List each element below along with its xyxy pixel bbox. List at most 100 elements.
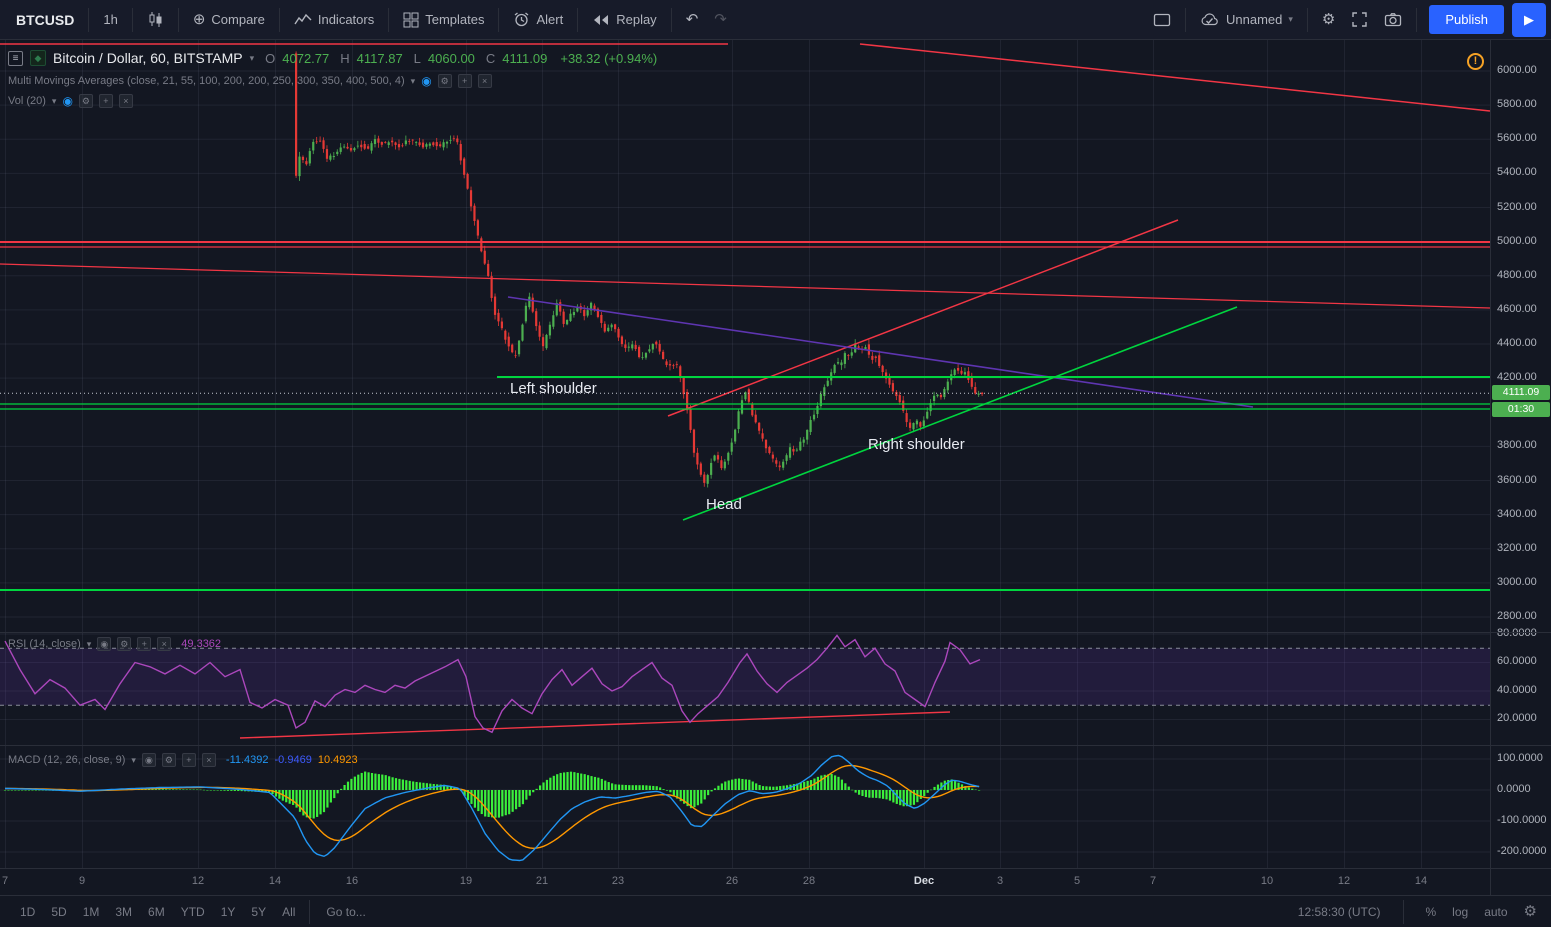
indicators-label: Indicators <box>317 12 375 27</box>
divider <box>1185 7 1186 32</box>
price-tick-label: 2800.00 <box>1497 610 1537 622</box>
visibility-icon[interactable]: ◉ <box>141 753 156 767</box>
remove-icon[interactable]: × <box>477 74 492 88</box>
time-tick-label: Dec <box>913 875 935 887</box>
time-tick-label: 5 <box>1073 875 1081 887</box>
save-layout-button[interactable]: Unnamed ▾ <box>1192 0 1301 39</box>
range-1m[interactable]: 1M <box>82 904 100 919</box>
replay-icon <box>594 14 609 25</box>
chart-menu-icon[interactable]: ≡ <box>8 50 23 66</box>
settings-icon[interactable]: ⚙ <box>161 753 176 767</box>
settings-icon[interactable]: ⚙ <box>117 637 132 651</box>
symbol-title[interactable]: Bitcoin / Dollar, 60, BITSTAMP <box>53 50 243 66</box>
replay-label: Replay <box>616 12 657 27</box>
add-icon[interactable]: + <box>98 94 113 108</box>
drawing-trendline-upper-right <box>859 43 1490 112</box>
annotation-head[interactable]: Head <box>706 496 742 513</box>
visibility-on-icon[interactable]: ◉ <box>62 94 73 108</box>
visibility-on-icon[interactable]: ◉ <box>421 74 432 88</box>
goto-button[interactable]: Go to... <box>326 904 366 919</box>
ma-legend-text[interactable]: Multi Movings Averages (close, 21, 55, 1… <box>8 75 405 87</box>
indicators-icon <box>294 13 312 24</box>
pane-divider[interactable] <box>0 632 1551 633</box>
add-icon[interactable]: + <box>457 74 472 88</box>
percent-scale-button[interactable]: % <box>1425 904 1437 919</box>
price-axis[interactable]: 4111.09 01:30 6000.00 5800.00 5600.00 5400.… <box>1490 40 1551 895</box>
remove-icon[interactable]: × <box>118 94 133 108</box>
indicators-button[interactable]: Indicators <box>286 0 382 39</box>
layout-icon <box>1153 13 1171 26</box>
rsi-legend-text[interactable]: RSI (14, close) <box>8 638 81 650</box>
add-icon[interactable]: + <box>137 637 152 651</box>
rsi-tick-label: 20.0000 <box>1497 712 1537 725</box>
compare-button[interactable]: ⊕ Compare <box>185 0 273 39</box>
add-icon[interactable]: + <box>181 753 196 767</box>
range-ytd[interactable]: YTD <box>180 904 205 919</box>
remove-icon[interactable]: × <box>201 753 216 767</box>
redo-button[interactable]: ↷ <box>714 11 727 28</box>
fullscreen-button[interactable] <box>1343 0 1376 39</box>
drawing-trendline-descending-red <box>0 263 1490 309</box>
range-1y[interactable]: 1Y <box>220 904 236 919</box>
settings-icon[interactable]: ⚙ <box>78 94 93 108</box>
range-5y[interactable]: 5Y <box>251 904 267 919</box>
pane-divider <box>0 868 1551 869</box>
chevron-down-icon[interactable]: ▾ <box>249 52 255 63</box>
camera-icon <box>1385 13 1402 27</box>
annotation-left-shoulder[interactable]: Left shoulder <box>510 380 597 397</box>
chart-region: 4111.09 01:30 6000.00 5800.00 5600.00 5400.… <box>0 40 1551 895</box>
undo-button[interactable]: ↶ <box>685 11 699 28</box>
symbol-button[interactable]: BTCUSD <box>16 11 75 28</box>
range-1d[interactable]: 1D <box>20 904 36 919</box>
snapshot-button[interactable] <box>1376 0 1410 39</box>
price-tick-label: 5600.00 <box>1497 132 1537 145</box>
alert-label: Alert <box>536 12 564 27</box>
settings-icon[interactable]: ⚙ <box>437 74 452 88</box>
chevron-down-icon: ▾ <box>86 638 92 649</box>
price-tick-label: 5400.00 <box>1497 166 1537 179</box>
range-6m[interactable]: 6M <box>148 904 165 919</box>
layout-button[interactable] <box>1145 0 1179 39</box>
time-axis[interactable]: 7 9 12 14 16 19 21 23 26 28 Dec 3 5 7 10 12 14 <box>0 868 1490 895</box>
macd-signal-value: 10.4923 <box>317 754 358 766</box>
settings-button[interactable]: ⚙ <box>1321 11 1336 28</box>
compare-icon: ⊕ <box>192 11 206 28</box>
price-tick-label: 3800.00 <box>1497 439 1537 452</box>
auto-scale-button[interactable]: auto <box>1484 904 1508 919</box>
last-price-badge: 4111.09 <box>1492 385 1550 401</box>
annotation-right-shoulder[interactable]: Right shoulder <box>868 436 965 453</box>
play-button[interactable]: ▶ <box>1512 2 1546 37</box>
templates-button[interactable]: Templates <box>395 0 492 39</box>
interval-button[interactable]: 1h <box>103 12 118 27</box>
remove-icon[interactable]: × <box>157 637 172 651</box>
range-all[interactable]: All <box>282 904 296 919</box>
axis-settings-icon[interactable]: ⚙ <box>1523 903 1537 920</box>
macd-legend-text[interactable]: MACD (12, 26, close, 9) <box>8 754 126 766</box>
low-label: L <box>413 50 421 66</box>
warning-icon[interactable]: ! <box>1467 53 1484 70</box>
time-tick-label: 12 <box>1337 875 1351 887</box>
range-5d[interactable]: 5D <box>51 904 67 919</box>
visibility-icon[interactable]: ◉ <box>97 637 112 651</box>
price-tick-label: 3400.00 <box>1497 507 1537 520</box>
chart-style-button[interactable] <box>139 0 172 39</box>
range-3m[interactable]: 3M <box>115 904 133 919</box>
time-tick-label: 3 <box>996 875 1004 887</box>
volume-legend-text[interactable]: Vol (20) <box>8 95 46 107</box>
macd-tick-label: -200.0000 <box>1497 845 1547 857</box>
clock[interactable]: 12:58:30 (UTC) <box>1297 904 1381 919</box>
templates-icon <box>403 12 419 27</box>
pane-divider[interactable] <box>0 745 1551 746</box>
alert-button[interactable]: Alert <box>505 0 571 39</box>
rsi-tick-label: 60.0000 <box>1497 655 1537 668</box>
log-scale-button[interactable]: log <box>1452 904 1469 919</box>
divider <box>1402 899 1404 924</box>
publish-button[interactable]: Publish <box>1429 5 1504 34</box>
rsi-tick-label: 40.0000 <box>1497 683 1537 696</box>
drawing-neckline-purple <box>507 296 1254 408</box>
macd-hist-value: -11.4392 <box>225 754 269 766</box>
rsi-legend: RSI (14, close) ▾ ◉ ⚙ + × 49.3362 <box>8 637 221 651</box>
chart-canvas[interactable] <box>0 40 1490 895</box>
time-tick-label: 19 <box>459 875 473 887</box>
replay-button[interactable]: Replay <box>584 0 664 39</box>
